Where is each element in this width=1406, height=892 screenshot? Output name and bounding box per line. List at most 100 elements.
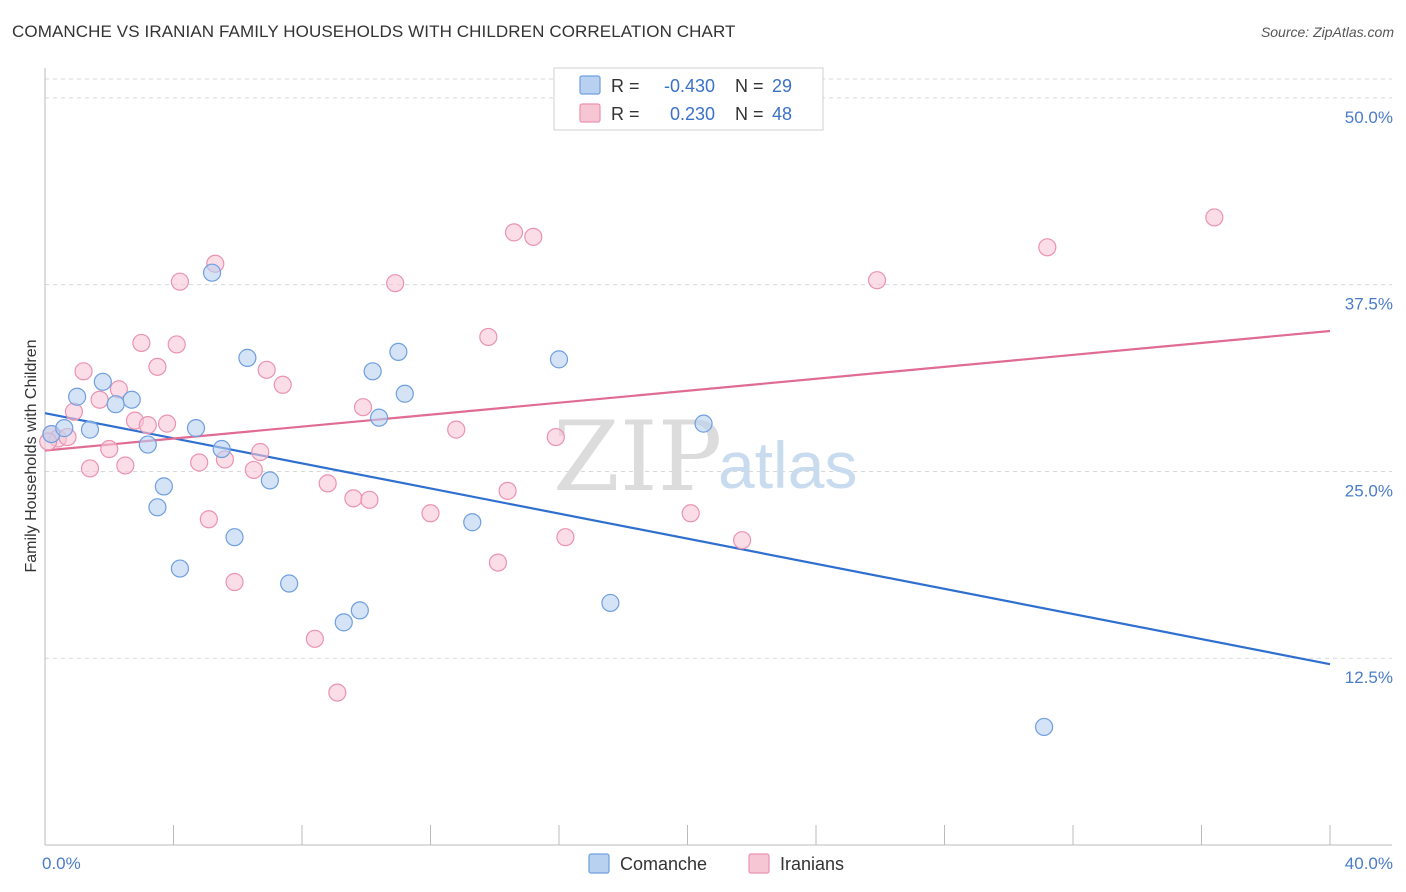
point-iranians bbox=[273, 375, 292, 394]
point-iranians bbox=[386, 274, 405, 293]
point-comanche bbox=[463, 513, 482, 532]
point-iranians bbox=[421, 504, 440, 523]
point-iranians bbox=[447, 420, 466, 439]
point-comanche bbox=[260, 471, 279, 490]
point-iranians bbox=[257, 360, 276, 379]
bottom-legend: Comanche Iranians bbox=[588, 853, 844, 874]
point-comanche bbox=[363, 362, 382, 381]
point-comanche bbox=[68, 387, 87, 406]
grid-lines bbox=[45, 78, 1392, 659]
point-comanche bbox=[212, 439, 231, 459]
point-comanche bbox=[395, 384, 414, 403]
point-iranians bbox=[251, 442, 270, 462]
point-iranians bbox=[353, 398, 373, 417]
point-iranians bbox=[148, 357, 167, 376]
point-comanche bbox=[80, 420, 100, 439]
bottom-legend-swatch-comanche bbox=[588, 853, 610, 874]
point-iranians bbox=[190, 453, 209, 472]
point-iranians bbox=[681, 504, 700, 523]
legend-r-value: -0.430 bbox=[664, 76, 715, 96]
bottom-legend-comanche: Comanche bbox=[620, 854, 707, 874]
axes bbox=[44, 68, 1392, 846]
bottom-legend-iranians: Iranians bbox=[780, 854, 844, 874]
point-iranians bbox=[157, 414, 177, 433]
legend-box: R = -0.430 N = 29 R = 0.230 N = 48 bbox=[553, 67, 824, 131]
point-iranians bbox=[244, 460, 263, 480]
point-iranians bbox=[318, 474, 337, 493]
chart-title: COMANCHE VS IRANIAN FAMILY HOUSEHOLDS WI… bbox=[12, 22, 736, 41]
legend-n-label: N = bbox=[735, 104, 764, 124]
y-axis-label: Family Households with Children bbox=[23, 340, 40, 573]
legend-r-label: R = bbox=[611, 104, 640, 124]
legend-r-value: 0.230 bbox=[670, 104, 715, 124]
point-iranians bbox=[498, 481, 517, 500]
point-iranians bbox=[100, 439, 119, 459]
point-iranians bbox=[90, 390, 109, 409]
point-iranians bbox=[733, 531, 752, 550]
point-comanche bbox=[334, 613, 353, 632]
legend-n-label: N = bbox=[735, 76, 764, 96]
legend-n-value: 29 bbox=[772, 76, 792, 96]
watermark-zip: ZIP bbox=[553, 401, 722, 513]
point-iranians bbox=[556, 528, 575, 547]
point-iranians bbox=[504, 223, 524, 242]
point-iranians bbox=[479, 327, 498, 347]
point-iranians bbox=[199, 510, 218, 529]
point-comanche bbox=[389, 342, 408, 362]
point-comanche bbox=[138, 435, 157, 454]
trend-line-iranians bbox=[44, 329, 1331, 452]
point-comanche bbox=[170, 559, 190, 578]
y-tick-label: 50.0% bbox=[1345, 108, 1393, 127]
point-iranians bbox=[360, 490, 379, 509]
point-iranians bbox=[225, 572, 244, 592]
data-points bbox=[39, 208, 1224, 737]
x-tick-label: 0.0% bbox=[42, 854, 81, 873]
bottom-legend-swatch-iranians bbox=[748, 853, 770, 874]
watermark-atlas: atlas bbox=[718, 428, 857, 502]
point-iranians bbox=[328, 683, 347, 702]
point-comanche bbox=[694, 414, 713, 433]
watermark: ZIP atlas bbox=[553, 401, 857, 513]
point-iranians bbox=[74, 362, 93, 381]
point-comanche bbox=[238, 348, 257, 367]
point-comanche bbox=[601, 593, 620, 613]
point-iranians bbox=[170, 272, 190, 291]
point-iranians bbox=[524, 227, 543, 246]
point-iranians bbox=[305, 629, 324, 648]
point-comanche bbox=[202, 263, 222, 282]
point-iranians bbox=[138, 416, 157, 435]
point-iranians bbox=[546, 427, 565, 447]
point-comanche bbox=[186, 419, 206, 438]
point-comanche bbox=[93, 372, 112, 391]
point-comanche bbox=[106, 395, 125, 414]
point-comanche bbox=[122, 390, 141, 409]
point-comanche bbox=[1034, 717, 1054, 737]
legend-swatch-comanche bbox=[579, 75, 601, 95]
point-iranians bbox=[64, 402, 84, 421]
point-comanche bbox=[280, 574, 299, 593]
point-iranians bbox=[167, 335, 186, 354]
legend-swatch-iranians bbox=[579, 103, 601, 123]
y-tick-label: 37.5% bbox=[1345, 295, 1393, 314]
point-iranians bbox=[132, 333, 151, 353]
y-tick-label: 25.0% bbox=[1345, 481, 1393, 500]
point-comanche bbox=[549, 350, 569, 369]
point-comanche bbox=[154, 477, 173, 496]
point-iranians bbox=[867, 271, 887, 290]
point-comanche bbox=[55, 419, 74, 438]
source-label: Source: ZipAtlas.com bbox=[1260, 24, 1394, 40]
x-tick-label: 40.0% bbox=[1345, 854, 1393, 873]
point-iranians bbox=[1205, 208, 1224, 227]
point-iranians bbox=[116, 456, 135, 475]
legend-r-label: R = bbox=[611, 76, 640, 96]
y-tick-label: 12.5% bbox=[1345, 668, 1393, 687]
legend-n-value: 48 bbox=[772, 104, 792, 124]
tick-labels: 12.5% 25.0% 37.5% 50.0% 0.0% 40.0% bbox=[42, 108, 1393, 873]
point-comanche bbox=[148, 498, 167, 517]
point-iranians bbox=[80, 459, 100, 478]
point-iranians bbox=[1038, 238, 1057, 257]
point-comanche bbox=[370, 408, 389, 427]
point-iranians bbox=[344, 489, 363, 508]
point-comanche bbox=[350, 601, 369, 620]
